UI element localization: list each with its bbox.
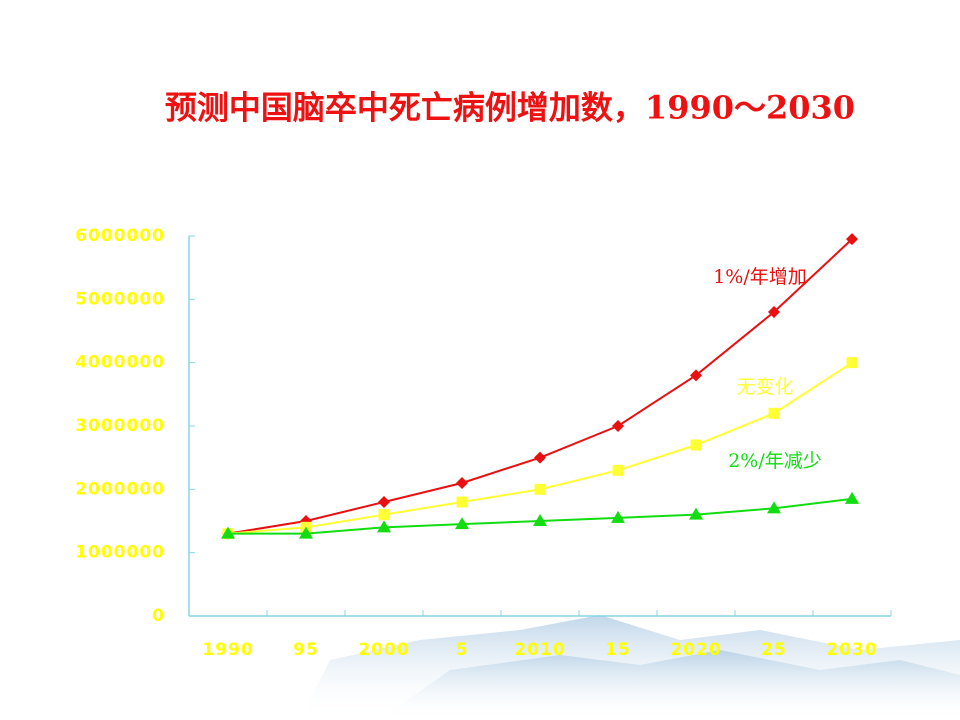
point bbox=[611, 510, 625, 523]
point bbox=[767, 501, 781, 514]
point bbox=[689, 507, 703, 520]
series-label: 2%/年减少 bbox=[728, 450, 822, 472]
y-tick-label: 0 bbox=[152, 606, 165, 626]
x-tick-label: 25 bbox=[761, 640, 787, 660]
point bbox=[378, 496, 390, 508]
point bbox=[690, 369, 702, 382]
point bbox=[846, 357, 858, 369]
y-tick-label: 4000000 bbox=[75, 353, 165, 373]
y-tick-label: 5000000 bbox=[75, 289, 165, 309]
mountain-background bbox=[300, 615, 960, 720]
x-tick-label: 1990 bbox=[202, 640, 253, 660]
y-tick-label: 6000000 bbox=[75, 226, 165, 246]
point bbox=[221, 526, 235, 539]
y-tick-label: 2000000 bbox=[75, 479, 165, 499]
point bbox=[534, 483, 546, 495]
point bbox=[845, 491, 859, 504]
point bbox=[690, 439, 702, 451]
point bbox=[456, 477, 468, 489]
x-tick-label: 95 bbox=[293, 640, 319, 660]
x-tick-label: 2000 bbox=[358, 640, 409, 660]
x-tick-label: 2020 bbox=[670, 640, 721, 660]
series-label: 无变化 bbox=[736, 376, 793, 398]
y-tick-label: 1000000 bbox=[75, 543, 165, 563]
chart-title: 预测中国脑卒中死亡病例增加数，1990～2030 bbox=[165, 89, 855, 127]
point bbox=[768, 306, 780, 318]
point bbox=[846, 233, 858, 246]
point bbox=[612, 464, 624, 476]
series-label: 1%/年增加 bbox=[713, 266, 807, 288]
point bbox=[612, 420, 624, 432]
point bbox=[377, 520, 391, 533]
x-tick-label: 2030 bbox=[826, 640, 877, 660]
y-tick-label: 3000000 bbox=[75, 416, 165, 436]
point bbox=[299, 526, 313, 539]
point bbox=[455, 517, 469, 530]
point bbox=[534, 451, 546, 464]
point bbox=[378, 509, 390, 521]
point bbox=[533, 514, 547, 526]
x-tick-label: 2010 bbox=[514, 640, 565, 660]
x-tick-label: 5 bbox=[456, 640, 469, 660]
point bbox=[768, 407, 780, 419]
point bbox=[456, 496, 468, 508]
x-tick-label: 15 bbox=[605, 640, 631, 660]
